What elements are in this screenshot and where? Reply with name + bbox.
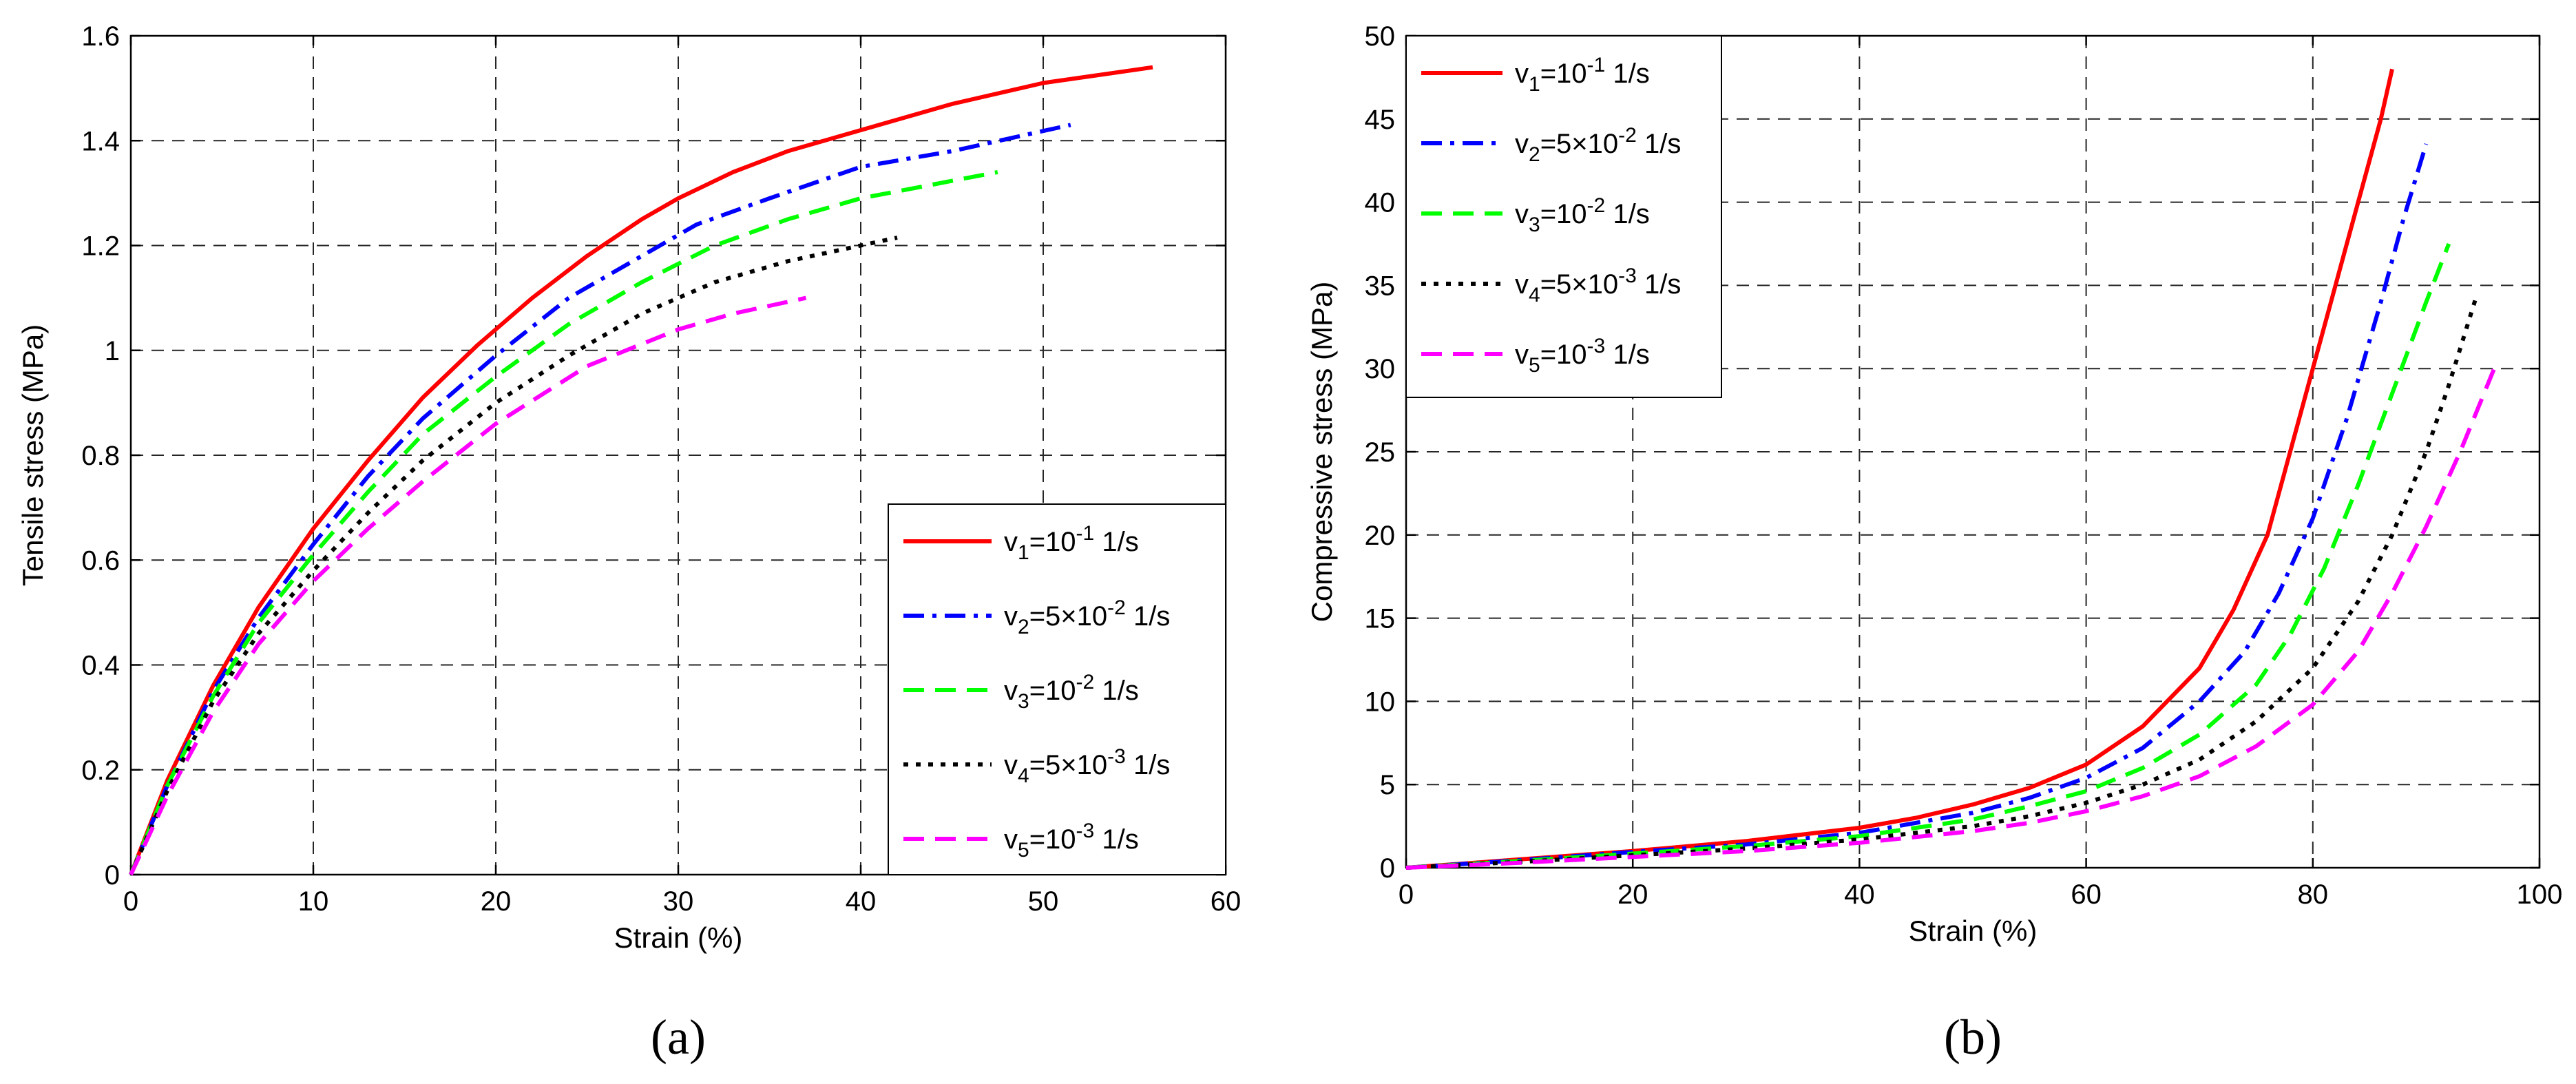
chart-a-v3-legend-label: v3=10-2 1/s [1004,671,1139,713]
chart-a-v1-legend-label: v1=10-1 1/s [1004,522,1139,564]
chart-b-series-line-v5 [1405,368,2496,870]
chart-a-y-tick-label: 0.6 [81,545,120,576]
chart-b-legend-box [1405,35,1722,398]
chart-a-y-tick-label: 0.8 [81,441,120,471]
chart-b-y-tick-label: 15 [1365,604,1396,634]
chart-b-y-tick-label: 35 [1365,271,1396,301]
chart-a-y-axis-label: Tensile stress (MPa) [17,324,49,586]
chart-a-x-tick-label: 20 [481,886,512,917]
chart-b-y-tick-label: 25 [1365,437,1396,468]
chart-b-y-tick-label: 50 [1365,21,1396,52]
chart-a-x-tick-label: 40 [846,886,877,917]
chart-a-v4-legend-label: v4=5×10-3 1/s [1004,745,1170,787]
chart-b-x-tick-label: 60 [2071,879,2102,910]
chart-b: 0 20 40 60 80 100 0 5 10 15 20 25 30 35 40 45 50 Strain (… [1306,21,2562,1065]
chart-b-series-line-v4 [1405,293,2480,870]
chart-a-legend: v1=10-1 1/s v2=5×10-2 1/s v3=10-2 1/s v4=5×… [888,503,1226,875]
chart-b-v2-legend-label: v2=5×10-2 1/s [1515,124,1681,166]
chart-a-x-tick-label: 10 [298,886,329,917]
chart-a-series-line-v2 [129,123,1071,876]
chart-a-x-tick-label: 50 [1028,886,1059,917]
chart-b-panel-label: (b) [1944,1010,2002,1065]
chart-b-series-line-v3 [1405,242,2451,870]
chart-b-x-tick-label: 100 [2517,879,2563,910]
chart-a-x-tick-label: 30 [663,886,694,917]
chart-a-series-line-v5 [129,295,807,876]
chart-b-y-tick-label: 20 [1365,521,1396,551]
chart-b-y-tick-label: 0 [1380,853,1395,884]
chart-a-v5-legend-label: v5=10-3 1/s [1004,820,1139,862]
chart-b-legend: v1=10-1 1/s v2=5×10-2 1/s v3=10-2 1/s v4=5×… [1405,35,1722,398]
chart-b-y-tick-label: 45 [1365,105,1396,135]
chart-b-x-axis-label: Strain (%) [1909,915,2038,947]
chart-b-v5-legend-label: v5=10-3 1/s [1515,335,1650,377]
chart-a-series-line-v1 [129,65,1153,876]
chart-b-x-tick-label: 80 [2298,879,2329,910]
chart-a-x-tick-label: 60 [1211,886,1242,917]
chart-b-v4-legend-label: v4=5×10-3 1/s [1515,264,1681,306]
chart-a-y-tick-label: 0.4 [81,651,120,681]
chart-b-y-tick-label: 30 [1365,354,1396,384]
chart-b-y-axis-label: Compressive stress (MPa) [1306,282,1338,623]
chart-b-y-tick-label: 40 [1365,188,1396,218]
chart-a-v2-legend-label: v2=5×10-2 1/s [1004,596,1170,638]
chart-a-y-tick-label: 1 [105,336,120,366]
chart-a-y-tick-label: 1.4 [81,126,120,156]
chart-a-y-tick-label: 0.2 [81,755,120,786]
chart-b-x-tick-label: 20 [1617,879,1648,910]
chart-a-series-line-v3 [129,169,998,876]
chart-b-series-line-v1 [1405,68,2394,870]
chart-a-y-tick-label: 1.6 [81,21,120,52]
chart-a-y-tick-label: 1.2 [81,231,120,262]
chart-a-y-tick-label: 0 [105,860,120,890]
chart-b-v3-legend-label: v3=10-2 1/s [1515,194,1650,236]
chart-b-x-tick-label: 40 [1844,879,1875,910]
chart-b-y-tick-label: 10 [1365,687,1396,717]
chart-a-series-line-v4 [129,236,898,876]
chart-a-panel-label: (a) [651,1010,706,1065]
chart-a-x-tick-label: 0 [123,886,138,917]
chart-a-x-axis-label: Strain (%) [614,921,743,954]
chart-b-y-tick-label: 5 [1380,770,1395,800]
chart-b-x-tick-label: 0 [1399,879,1414,910]
chart-b-v1-legend-label: v1=10-1 1/s [1515,54,1650,96]
chart-a: 0 10 20 30 40 50 60 0 0.2 0.4 0.6 0.8 1 1.2 1.4 1.6 Stra… [17,21,1241,1065]
